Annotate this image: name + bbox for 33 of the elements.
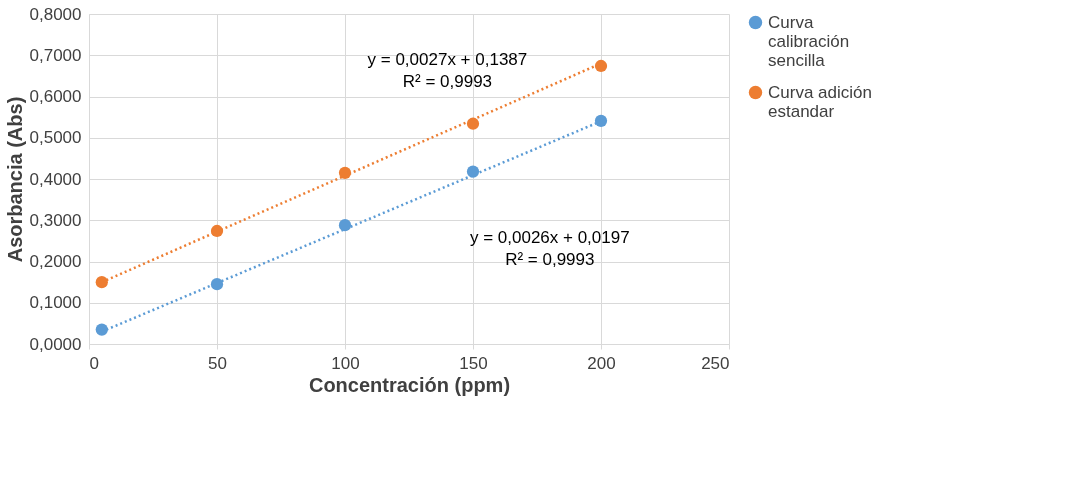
- point: [466, 165, 480, 178]
- y-tick-label: 0,0000: [29, 334, 82, 354]
- x-tick-label: 250: [701, 353, 730, 373]
- point: [210, 224, 224, 238]
- x-tick-label: 200: [587, 353, 616, 373]
- annotation: R² = 0,9993: [505, 250, 595, 270]
- y-tick-label: 0,8000: [29, 4, 82, 24]
- point: [338, 166, 352, 179]
- annotation: y = 0,0026x + 0,0197: [469, 228, 630, 248]
- point: [594, 114, 608, 127]
- x-tick-label: 0: [89, 353, 99, 373]
- point: [338, 219, 352, 232]
- point: [95, 323, 108, 336]
- x-axis-title: Concentración (ppm): [308, 373, 511, 396]
- annotation: R² = 0,9993: [402, 72, 493, 92]
- point: [594, 59, 608, 73]
- y-tick-label: 0,1000: [29, 293, 82, 313]
- y-axis-title: Asorbancia (Abs): [3, 96, 26, 263]
- y-tick-label: 0,5000: [29, 128, 82, 148]
- y-tick-label: 0,4000: [29, 169, 82, 189]
- y-tick-label: 0,3000: [29, 210, 82, 230]
- x-tick-label: 100: [331, 353, 360, 373]
- point: [210, 278, 224, 291]
- y-tick-label: 0,2000: [29, 252, 82, 271]
- legend-label: Curva calibración sencilla: [768, 12, 850, 70]
- y-tick-label: 0,6000: [29, 87, 82, 106]
- x-tick-label: 150: [459, 353, 488, 373]
- point: [466, 117, 480, 130]
- legend-label: Curva adición estandar: [768, 82, 872, 121]
- point: [95, 276, 108, 289]
- annotation: y = 0,0027x + 0,1387: [367, 50, 528, 70]
- y-tick-label: 0,7000: [29, 45, 82, 65]
- x-tick-label: 50: [208, 353, 227, 373]
